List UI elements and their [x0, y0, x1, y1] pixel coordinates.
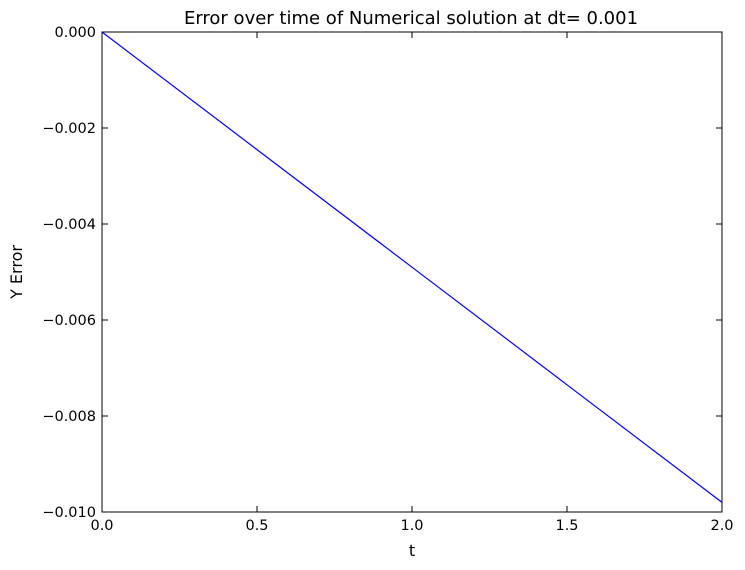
x-axis-ticks: 0.0 0.5 1.0 1.5 2.0 — [90, 32, 734, 534]
x-tick-label: 1.0 — [400, 518, 423, 534]
series-line — [101, 31, 723, 503]
plot-frame — [101, 31, 723, 513]
chart-title: Error over time of Numerical solution at… — [184, 8, 638, 29]
y-tick-label: −0.010 — [42, 505, 96, 521]
y-tick-label: −0.004 — [42, 217, 96, 233]
y-tick-label: −0.006 — [42, 313, 96, 329]
series-group — [101, 31, 723, 503]
x-tick-label: 0.0 — [90, 518, 113, 534]
x-tick-label: 0.5 — [245, 518, 268, 534]
x-tick-label: 1.5 — [555, 518, 578, 534]
x-tick-label: 2.0 — [710, 518, 733, 534]
y-tick-label: 0.000 — [54, 25, 96, 41]
y-axis-ticks: 0.000 −0.002 −0.004 −0.006 −0.008 −0.010 — [42, 25, 722, 521]
y-axis-label: Y Error — [7, 245, 26, 300]
y-tick-label: −0.008 — [42, 409, 96, 425]
x-axis-label: t — [409, 541, 415, 560]
y-tick-label: −0.002 — [42, 121, 96, 137]
